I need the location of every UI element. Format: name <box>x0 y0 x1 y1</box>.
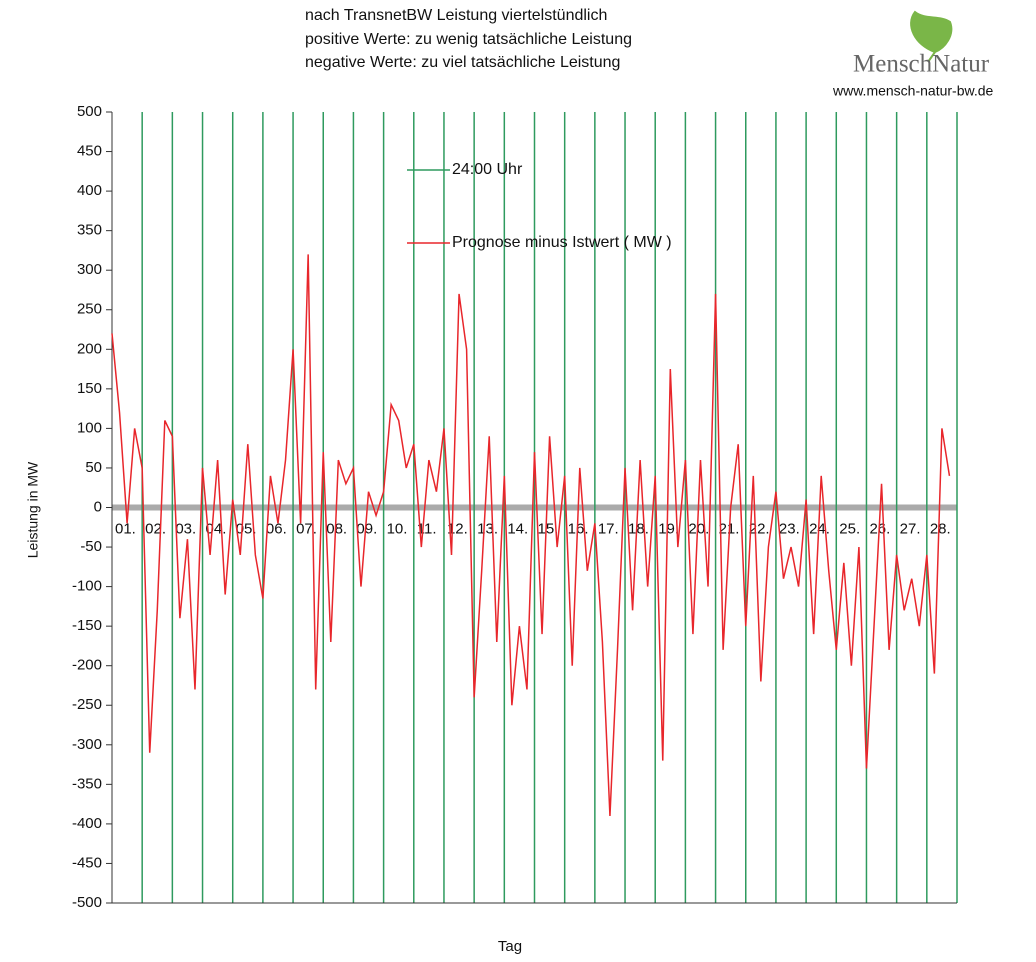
y-tick-label: 150 <box>77 380 102 397</box>
x-tick-label: 03. <box>175 520 196 537</box>
x-tick-label: 08. <box>326 520 347 537</box>
y-tick-label: -50 <box>80 538 102 555</box>
title-line: nach TransnetBW Leistung viertelstündlic… <box>305 7 607 24</box>
legend-label: 24:00 Uhr <box>452 161 523 178</box>
title-line: negative Werte: zu viel tatsächliche Lei… <box>305 54 620 71</box>
logo-url: www.mensch-natur-bw.de <box>832 83 994 99</box>
y-tick-label: -350 <box>72 775 102 792</box>
y-tick-label: -450 <box>72 854 102 871</box>
x-tick-label: 19. <box>658 520 679 537</box>
x-tick-label: 11. <box>417 520 437 537</box>
y-tick-label: 100 <box>77 419 102 436</box>
legend-label: Prognose minus Istwert ( MW ) <box>452 234 672 251</box>
x-tick-label: 13. <box>477 520 498 537</box>
y-tick-label: 400 <box>77 182 102 199</box>
data-line <box>111 254 951 817</box>
y-tick-label: 200 <box>77 340 102 357</box>
y-tick-label: -500 <box>72 894 102 911</box>
x-tick-label: 23. <box>779 520 800 537</box>
title: nach TransnetBW Leistung viertelstündlic… <box>305 7 632 71</box>
y-tick-label: -200 <box>72 657 102 674</box>
y-tick-label: -250 <box>72 696 102 713</box>
logo-name: MenschNatur <box>853 51 990 78</box>
x-tick-label: 15. <box>538 520 559 537</box>
y-tick-label: 250 <box>77 301 102 318</box>
x-tick-label: 06. <box>266 520 287 537</box>
y-tick-label: -150 <box>72 617 102 634</box>
x-tick-label: 22. <box>749 520 770 537</box>
y-tick-label: -300 <box>72 736 102 753</box>
x-tick-label: 14. <box>507 520 528 537</box>
x-tick-label: 05. <box>236 520 257 537</box>
y-tick-label: 450 <box>77 143 102 160</box>
y-tick-label: 0 <box>94 498 102 515</box>
x-tick-label: 07. <box>296 520 317 537</box>
y-tick-label: 50 <box>85 459 102 476</box>
y-tick-label: 350 <box>77 222 102 239</box>
x-tick-label: 09. <box>356 520 377 537</box>
x-tick-label: 17. <box>598 520 619 537</box>
x-tick-label: 28. <box>930 520 951 537</box>
x-axis-label: Tag <box>498 938 522 955</box>
y-axis-label: Leistung in MW <box>25 461 41 558</box>
y-tick-label: 300 <box>77 261 102 278</box>
x-tick-label: 18. <box>628 520 649 537</box>
y-tick-label: 500 <box>77 103 102 120</box>
y-tick-label: -100 <box>72 578 102 595</box>
title-line: positive Werte: zu wenig tatsächliche Le… <box>305 31 632 48</box>
x-tick-label: 02. <box>145 520 166 537</box>
x-tick-label: 01. <box>115 520 136 537</box>
y-tick-label: -400 <box>72 815 102 832</box>
x-tick-label: 20. <box>688 520 709 537</box>
logo-leaf <box>910 10 953 63</box>
x-tick-label: 10. <box>387 520 408 537</box>
x-tick-label: 27. <box>900 520 921 537</box>
x-tick-label: 25. <box>839 520 860 537</box>
